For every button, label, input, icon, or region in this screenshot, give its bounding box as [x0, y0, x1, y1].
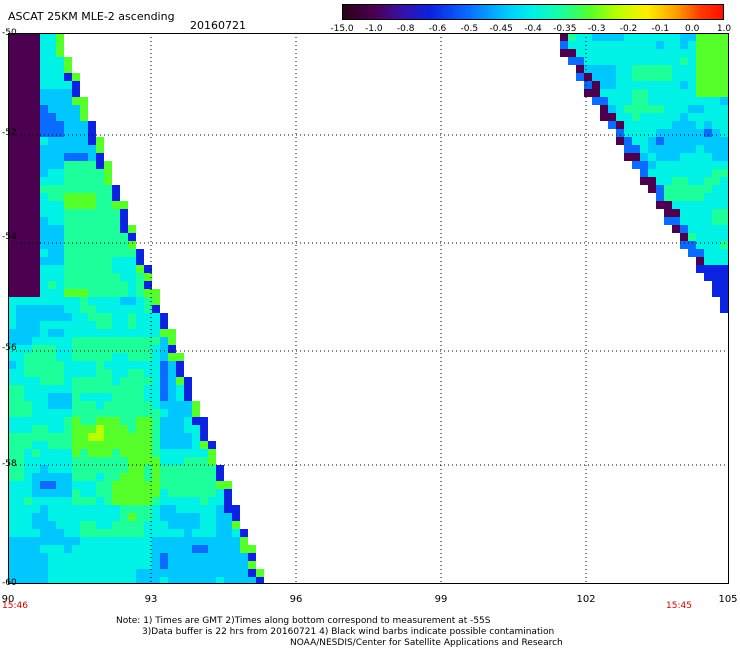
swath-cells [8, 33, 729, 584]
note-line-2: 3)Data buffer is 22 hrs from 20160721 4)… [142, 627, 555, 637]
colorbar-tick-label: -0.5 [460, 24, 479, 34]
lon-label: 102 [576, 594, 596, 605]
colorbar-tick-label: -0.3 [587, 24, 606, 34]
product-date: 20160721 [190, 19, 246, 32]
lat-label: -50 [2, 28, 17, 38]
colorbar-tick-label: -0.6 [428, 24, 447, 34]
colorbar-tick-label: -0.4 [524, 24, 542, 34]
graticule [8, 33, 729, 584]
lat-label: -58 [2, 459, 17, 469]
colorbar-tick-label: -1.0 [365, 24, 383, 34]
colorbar: -15.0 -1.0 -0.8 -0.6 -0.5 -0.45 -0.4 -0.35 -0.3 -… [330, 4, 731, 38]
colorbar-tick-label: -0.2 [619, 24, 638, 34]
colorbar-tick-label: -0.8 [396, 24, 415, 34]
lat-label: -54 [2, 232, 17, 242]
product-title: ASCAT 25KM MLE-2 ascending [8, 10, 175, 23]
colorbar-tick-label: -0.45 [489, 24, 513, 34]
lat-label: -60 [2, 578, 17, 588]
lat-label: -56 [2, 343, 17, 353]
lon-label: 105 [718, 594, 738, 605]
note-line-3: NOAA/NESDIS/Center for Satellite Applica… [290, 638, 563, 648]
swath-map [8, 33, 729, 584]
lon-label: 99 [434, 594, 448, 605]
note-line-1: Note: 1) Times are GMT 2)Times along bot… [116, 616, 491, 626]
lon-label: 93 [144, 594, 158, 605]
lat-label: -52 [2, 128, 17, 138]
colorbar-tick-label: -0.1 [651, 24, 670, 34]
time-right: 15:45 [666, 601, 692, 611]
colorbar-tick-label: 0.0 [684, 24, 700, 34]
colorbar-tick-label: -0.35 [553, 24, 577, 34]
lon-label: 96 [289, 594, 303, 605]
lon-label: 90 [1, 594, 15, 605]
colorbar-tick-label: 1.0 [716, 24, 732, 34]
colorbar-gradient [342, 4, 724, 20]
time-left: 15:46 [2, 601, 28, 611]
colorbar-tick-label: -15.0 [330, 24, 354, 34]
